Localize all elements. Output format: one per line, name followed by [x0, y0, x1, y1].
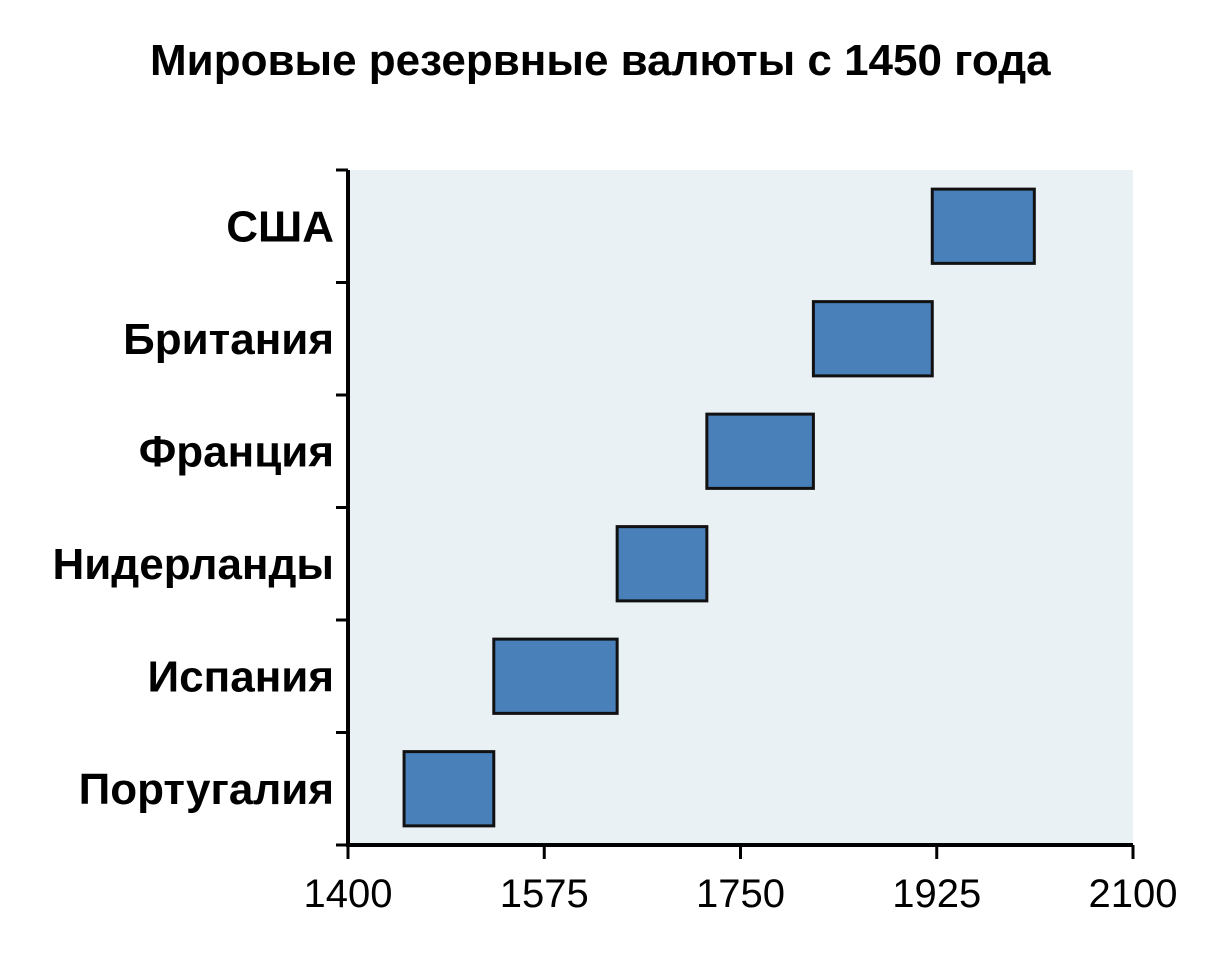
category-label: Нидерланды — [52, 540, 334, 589]
chart-title: Мировые резервные валюты с 1450 года — [150, 36, 1051, 85]
x-tick-label: 1400 — [304, 872, 393, 916]
range-bar — [492, 637, 619, 715]
x-tick-label: 2100 — [1089, 872, 1178, 916]
category-label: Британия — [123, 315, 334, 364]
x-tick-label: 1925 — [892, 872, 981, 916]
range-bar — [811, 300, 934, 378]
plot-area — [348, 170, 1133, 845]
range-bar — [615, 525, 709, 603]
x-tick-label: 1575 — [500, 872, 589, 916]
range-bar — [930, 187, 1036, 265]
category-label: США — [226, 202, 334, 251]
x-tick-label: 1750 — [696, 872, 785, 916]
range-bar — [402, 750, 496, 828]
category-label: Португалия — [79, 765, 334, 814]
category-label: Испания — [148, 652, 334, 701]
range-bar — [705, 412, 815, 490]
category-label: Франция — [139, 427, 334, 476]
